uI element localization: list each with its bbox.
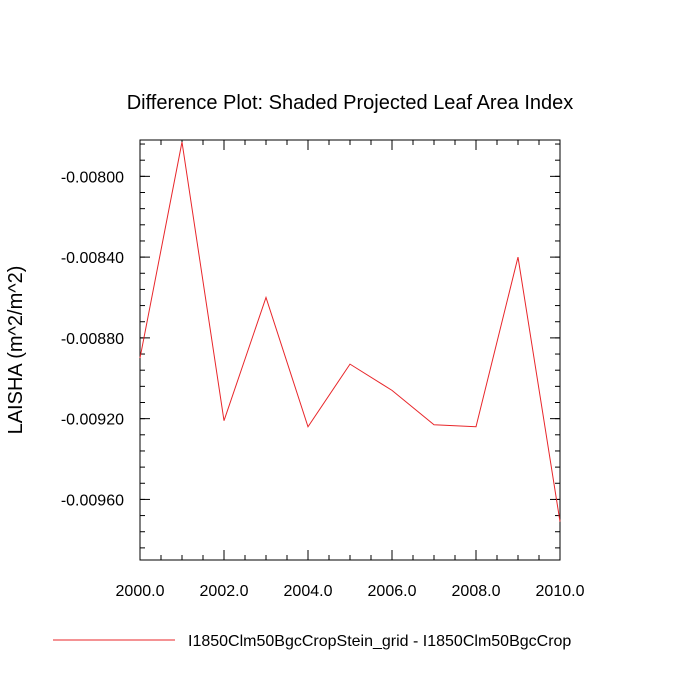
- y-tick-label: -0.00840: [61, 250, 124, 267]
- series-line: [139, 141, 561, 522]
- y-tick-label: -0.00960: [61, 492, 124, 509]
- x-tick-label: 2006.0: [368, 583, 417, 600]
- legend-entry: I1850Clm50BgcCropStein_grid - I1850Clm50…: [188, 633, 571, 650]
- y-tick-label: -0.00920: [61, 412, 124, 429]
- x-tick-label: 2004.0: [284, 583, 333, 600]
- x-tick-label: 2000.0: [116, 583, 165, 600]
- x-tick-label: 2008.0: [452, 583, 501, 600]
- x-tick-label: 2002.0: [200, 583, 249, 600]
- legend: I1850Clm50BgcCropStein_grid - I1850Clm50…: [53, 633, 571, 650]
- chart-title: Difference Plot: Shaded Projected Leaf A…: [127, 92, 574, 114]
- series-lines: [139, 141, 561, 522]
- y-tick-label: -0.00800: [61, 169, 124, 186]
- y-axis: -0.00800 -0.00840 -0.00880 -0.00920 -0.00960: [61, 143, 560, 549]
- y-tick-label: -0.00880: [61, 331, 124, 348]
- y-axis-label: LAISHA (m^2/m^2): [5, 266, 27, 435]
- plot-frame: [139, 139, 561, 561]
- x-axis: 2000.0 2002.0 2004.0 2006.0 2008.0 2010.0: [116, 140, 585, 600]
- x-tick-label: 2010.0: [536, 583, 585, 600]
